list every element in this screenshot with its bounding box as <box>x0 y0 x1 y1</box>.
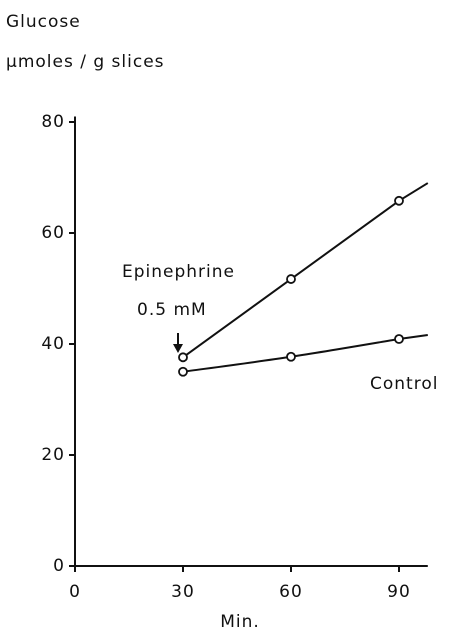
x-tick-label: 60 <box>279 582 303 602</box>
x-tick-label: 30 <box>171 582 195 602</box>
x-axis-label: Min. <box>220 612 260 632</box>
y-tick-label: 60 <box>41 223 65 243</box>
data-point <box>178 366 188 377</box>
y-tick-label: 40 <box>41 334 65 354</box>
y-tick-label: 80 <box>41 112 65 132</box>
data-point <box>394 195 404 206</box>
y-tick-label: 0 <box>53 556 65 576</box>
data-point <box>286 274 296 284</box>
x-tick-label: 90 <box>387 582 411 602</box>
y-axis-label: Glucose <box>6 12 81 32</box>
series-line <box>182 333 428 373</box>
data-point <box>178 352 188 363</box>
annotation: 0.5 mM <box>137 300 207 320</box>
y-axis-label: µmoles / g slices <box>6 52 165 72</box>
arrow-head <box>173 344 183 353</box>
series-label: Epinephrine <box>122 262 235 282</box>
data-point <box>286 351 296 362</box>
series-label: Control <box>370 374 438 394</box>
y-tick-label: 20 <box>41 445 65 465</box>
data-point <box>394 334 404 344</box>
x-tick-label: 0 <box>69 582 81 602</box>
